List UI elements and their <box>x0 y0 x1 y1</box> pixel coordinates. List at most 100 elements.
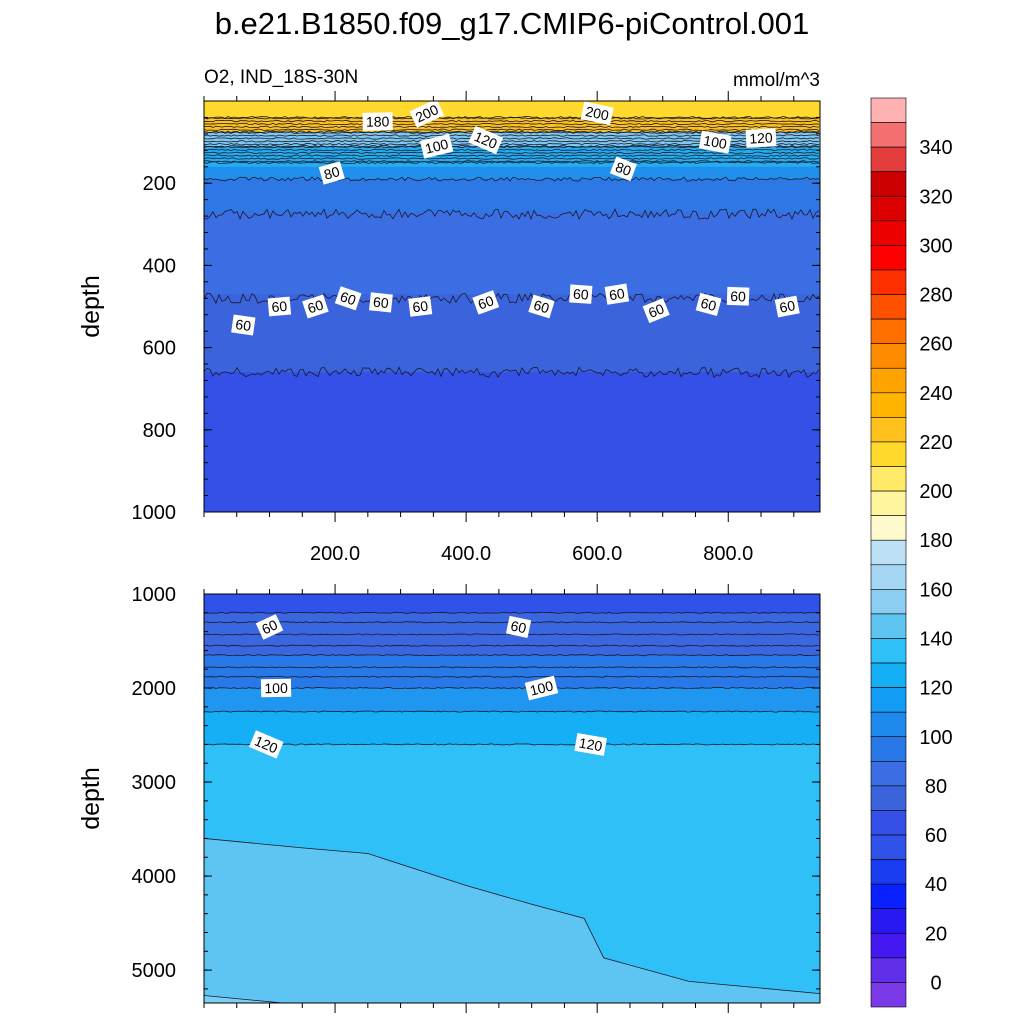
deep-region <box>204 838 820 1003</box>
contour-label: 60 <box>267 296 292 317</box>
colorbar-label: 220 <box>919 432 952 454</box>
lower-contour-line <box>204 686 820 690</box>
colorbar-swatch <box>870 343 907 369</box>
contour-label-text: 100 <box>423 136 450 157</box>
contour-label-text: 60 <box>259 616 280 637</box>
contour-label-text: 60 <box>338 288 358 308</box>
contour-label: 60 <box>472 290 500 315</box>
colorbar-swatch <box>870 736 907 762</box>
colorbar-label: 180 <box>919 530 952 552</box>
x-tick-label: 400.0 <box>441 543 491 565</box>
colorbar-label: 300 <box>919 235 952 257</box>
x-tick-label: 600.0 <box>572 543 622 565</box>
lower-contour-line <box>204 611 820 614</box>
contour-label: 180 <box>362 112 393 131</box>
colorbar-label: 100 <box>919 727 952 749</box>
colorbar-swatch <box>870 466 907 492</box>
contour-label-text: 60 <box>778 297 797 316</box>
contour-line-70 <box>204 208 820 221</box>
contour-line-180 <box>204 130 820 134</box>
colorbar-swatch <box>870 318 907 344</box>
colorbar-swatch <box>870 638 907 664</box>
colorbar-swatch <box>870 122 907 148</box>
colorbar-swatch <box>870 245 907 271</box>
lower-band-3 <box>204 688 820 713</box>
contour-label: 60 <box>505 615 532 638</box>
colorbar-swatch <box>870 564 907 590</box>
y-tick-label: 4000 <box>132 866 177 888</box>
contour-label: 60 <box>528 294 555 319</box>
contour-label: 60 <box>642 298 670 324</box>
contour-label-text: 180 <box>366 113 390 129</box>
colorbar-swatch <box>870 957 907 983</box>
colorbar-swatch <box>870 195 907 222</box>
upper-band-0 <box>204 101 820 119</box>
y-axis-label: depth <box>77 275 105 338</box>
y-tick-label: 3000 <box>132 772 177 794</box>
lower-band-4 <box>204 711 820 746</box>
contour-label: 60 <box>695 292 722 316</box>
colorbar-label: 200 <box>919 481 952 503</box>
y-tick-label: 1000 <box>132 584 177 606</box>
upper-band-1 <box>204 117 820 133</box>
contour-label: 60 <box>408 296 433 317</box>
contour-label: 60 <box>255 614 284 640</box>
colorbar-swatch <box>870 490 907 516</box>
contour-label-text: 60 <box>646 300 667 321</box>
contour-line-50 <box>204 366 820 379</box>
colorbar-swatch <box>870 417 907 443</box>
contour-label: 60 <box>334 286 362 311</box>
colorbar-label: 280 <box>919 285 952 307</box>
upper-contour-line <box>204 160 820 163</box>
upper-depth-panel: 200 200 180 100 120 100 120 80 80 60 60 60 60 60 60 60 6… <box>77 91 821 565</box>
x-tick-label: 200.0 <box>310 543 360 565</box>
y-tick-label: 5000 <box>132 960 177 982</box>
colorbar-swatch <box>870 834 907 860</box>
contour-label-text: 60 <box>234 316 252 334</box>
contour-label-text: 60 <box>608 285 626 303</box>
contour-label: 60 <box>369 292 393 313</box>
units-subtitle: mmol/m^3 <box>733 70 820 91</box>
colorbar-label: 260 <box>919 334 952 356</box>
lower-contour-line <box>204 743 820 746</box>
colorbar-label: 80 <box>925 776 947 798</box>
colorbar-swatch <box>870 883 907 910</box>
y-tick-label: 1000 <box>132 502 177 524</box>
colorbar-swatch <box>870 171 907 197</box>
lower-band-2 <box>204 655 820 690</box>
colorbar-swatch <box>870 613 907 639</box>
lower-band-0 <box>204 594 820 614</box>
contour-label-text: 60 <box>412 298 430 316</box>
lower-contour-line <box>204 675 820 678</box>
colorbar-label: 240 <box>919 383 952 405</box>
contour-label-text: 60 <box>271 298 288 315</box>
upper-contour-line <box>204 122 820 126</box>
contour-label-text: 60 <box>699 295 718 315</box>
colorbar-label: 0 <box>930 972 941 994</box>
bottom-region <box>204 995 283 1003</box>
contour-line-100 <box>204 161 820 165</box>
contour-label: 100 <box>524 675 559 701</box>
y-tick-label: 600 <box>143 338 176 360</box>
contour-line-200 <box>204 115 820 119</box>
lower-plot-frame <box>203 593 821 1004</box>
colorbar-swatch <box>870 392 907 418</box>
contour-label: 60 <box>774 295 800 318</box>
colorbar-label: 340 <box>919 137 952 159</box>
colorbar-swatch <box>870 515 907 541</box>
colorbar-label: 140 <box>919 628 952 650</box>
upper-contour-line <box>204 128 820 131</box>
upper-band-5 <box>204 179 820 213</box>
colorbar-swatch <box>870 539 907 566</box>
lower-contour-line <box>204 644 820 647</box>
contour-label: 60 <box>726 286 750 306</box>
contour-label: 120 <box>248 730 284 759</box>
lower-contour-line <box>204 654 820 657</box>
contour-label: 60 <box>604 283 630 305</box>
upper-plot-frame <box>203 100 821 513</box>
y-tick-label: 400 <box>143 255 176 277</box>
contour-label-text: 60 <box>730 288 746 305</box>
upper-contour-line <box>204 125 820 129</box>
contour-label: 120 <box>745 128 777 148</box>
